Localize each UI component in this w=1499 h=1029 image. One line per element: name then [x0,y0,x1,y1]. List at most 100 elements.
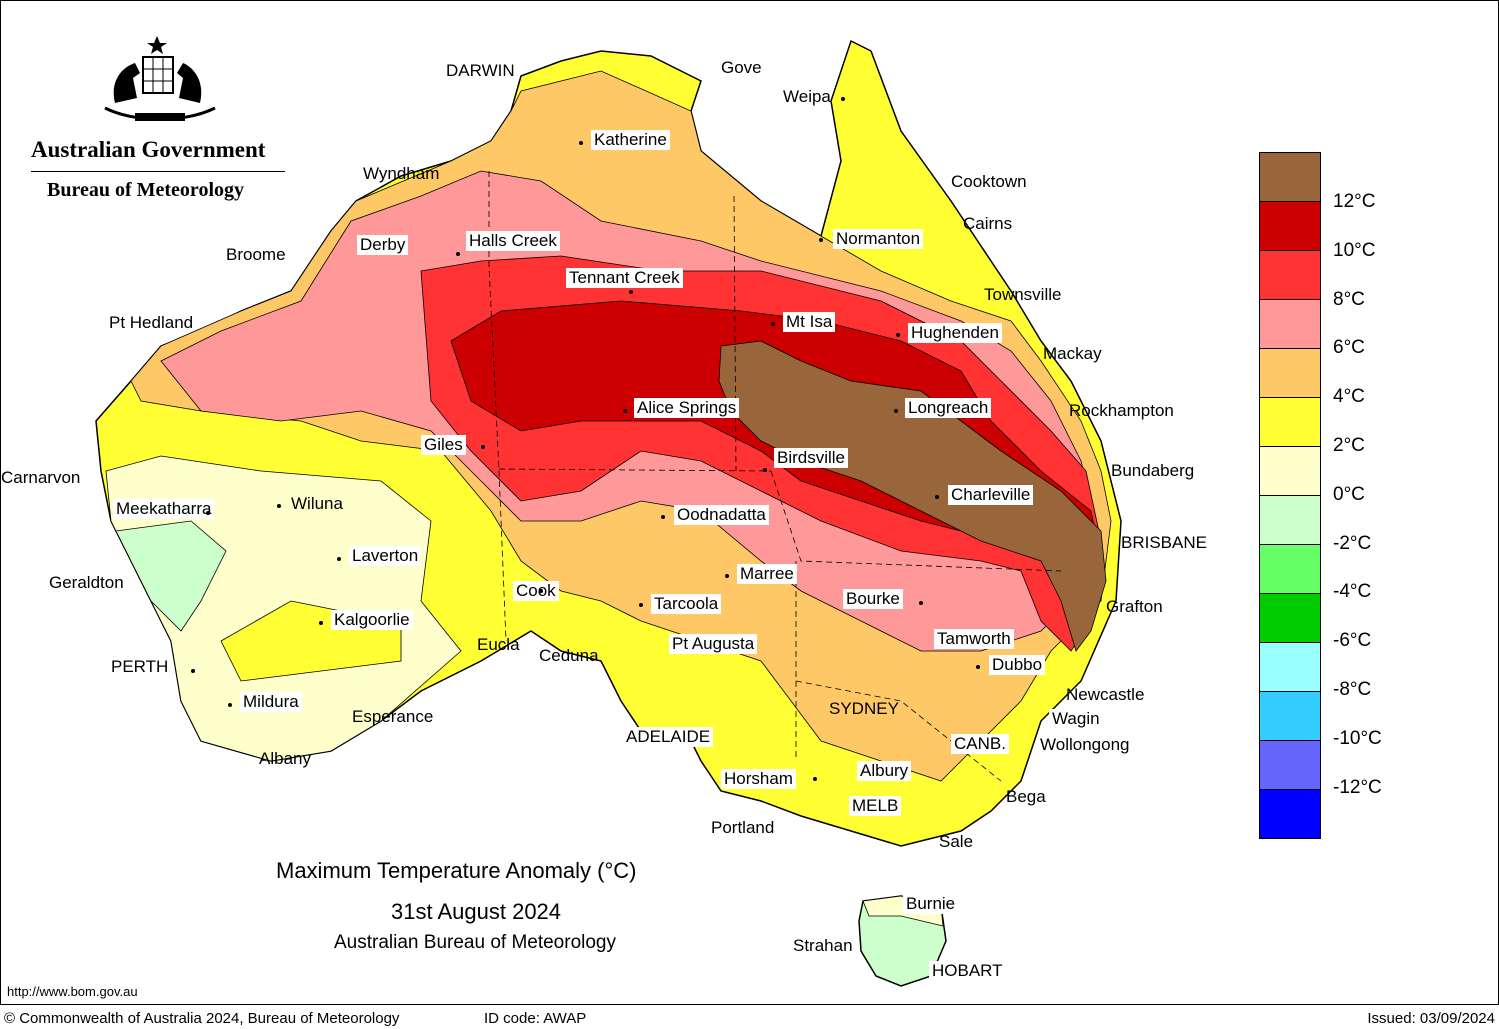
legend-label: 8°C [1333,288,1365,310]
legend-label: -10°C [1333,727,1382,749]
state-borders [488,171,1062,782]
city-label: ADELAIDE [623,727,714,747]
legend-label: -8°C [1333,679,1372,700]
city-marker [763,468,767,472]
city-marker [896,333,900,337]
city-label: BRISBANE [1121,533,1207,552]
city-label: Alice Springs [634,398,740,418]
city-label: Burnie [903,894,959,914]
bom-url-link[interactable]: http://www.bom.gov.au [7,984,138,999]
colour-legend [1259,152,1321,839]
city-label: PERTH [111,657,169,676]
city-marker [277,504,281,508]
city-label: Esperance [352,707,434,726]
city-label: Laverton [349,546,422,566]
city-marker [639,603,643,607]
city-label: Halls Creek [466,231,560,251]
city-label: Marree [737,564,797,584]
zone-neg2-0-west [115,520,227,632]
issued-date-text: Issued: 03/09/2024 [1367,1010,1495,1027]
legend-label: -2°C [1333,532,1372,554]
city-label: Charleville [948,485,1034,505]
city-label: Gove [721,58,762,77]
legend-swatch [1260,299,1320,348]
city-label: Grafton [1106,597,1163,616]
city-label: Ceduna [539,646,599,665]
city-label: Albany [259,749,311,768]
legend-swatch [1260,446,1320,495]
city-label: Kalgoorlie [331,610,413,630]
city-label: Eucla [477,635,520,654]
city-label: Carnarvon [1,468,81,487]
city-label: Cooktown [951,172,1027,191]
city-marker [771,322,775,326]
city-label: Geraldton [49,573,124,592]
copyright-text: © Commonwealth of Australia 2024, Bureau… [4,1010,400,1027]
city-label: HOBART [929,961,1006,981]
city-label: Townsville [984,285,1062,304]
map-frame: Australian Government Bureau of Meteorol… [0,0,1499,1005]
city-label: Tennant Creek [566,268,683,288]
city-label: Cook [513,581,559,601]
id-code-text: ID code: AWAP [484,1010,587,1027]
city-marker [919,601,923,605]
city-marker [228,703,232,707]
city-label: Hughenden [908,323,1002,343]
city-label: CANB. [951,734,1009,754]
legend-swatch [1260,691,1320,740]
city-label: Mt Isa [783,312,836,332]
map-credit: Australian Bureau of Meteorology [334,932,616,953]
legend-swatch [1260,201,1320,250]
legend-swatch [1260,740,1320,789]
city-label: Katherine [591,130,670,150]
city-marker [894,409,898,413]
city-label: Portland [711,818,775,837]
city-label: Pt Hedland [109,313,194,332]
legend-label: 0°C [1333,483,1365,505]
city-label: Wyndham [363,164,440,183]
legend-label: 12°C [1333,191,1376,212]
legend-label: 4°C [1333,386,1365,408]
city-label: Pt Augusta [669,634,758,654]
city-marker [319,621,323,625]
city-label: Bundaberg [1111,461,1195,480]
city-label: Bega [1006,787,1046,806]
legend-swatch [1260,495,1320,544]
legend-swatch [1260,544,1320,593]
city-label: Meekatharra [113,499,215,519]
city-label: Birdsville [774,448,849,468]
city-label: MELB [849,796,902,816]
legend-swatch [1260,250,1320,299]
legend-swatch [1260,397,1320,446]
city-label: Wiluna [291,494,343,513]
header-divider [31,171,285,172]
city-marker [819,238,823,242]
city-label: Wagin [1049,709,1103,729]
city-label: Mildura [240,692,302,712]
city-label: Mackay [1043,344,1102,363]
city-marker [813,777,817,781]
legend-label: -4°C [1333,581,1372,603]
map-title: Maximum Temperature Anomaly (°C) [276,858,637,883]
legend-swatch [1260,789,1320,838]
government-title: Australian Government [31,137,266,162]
city-marker [629,290,633,294]
footer-bar: © Commonwealth of Australia 2024, Bureau… [0,1005,1499,1029]
city-marker [976,665,980,669]
city-marker [456,252,460,256]
city-marker [539,589,543,593]
legend-label: 6°C [1333,337,1365,359]
legend-label: -12°C [1333,776,1382,798]
city-label: Newcastle [1066,685,1145,704]
legend-swatch [1260,348,1320,397]
city-label: Bourke [843,589,903,609]
city-marker [337,557,341,561]
city-label: Dubbo [989,655,1046,675]
city-label: Broome [226,245,286,264]
city-label: Cairns [963,214,1013,233]
city-label: Giles [421,435,466,455]
legend-label: 10°C [1333,239,1376,261]
bureau-subtitle: Bureau of Meteorology [47,179,245,201]
coat-of-arms-logo [104,36,216,121]
city-label: Rockhampton [1069,401,1174,420]
